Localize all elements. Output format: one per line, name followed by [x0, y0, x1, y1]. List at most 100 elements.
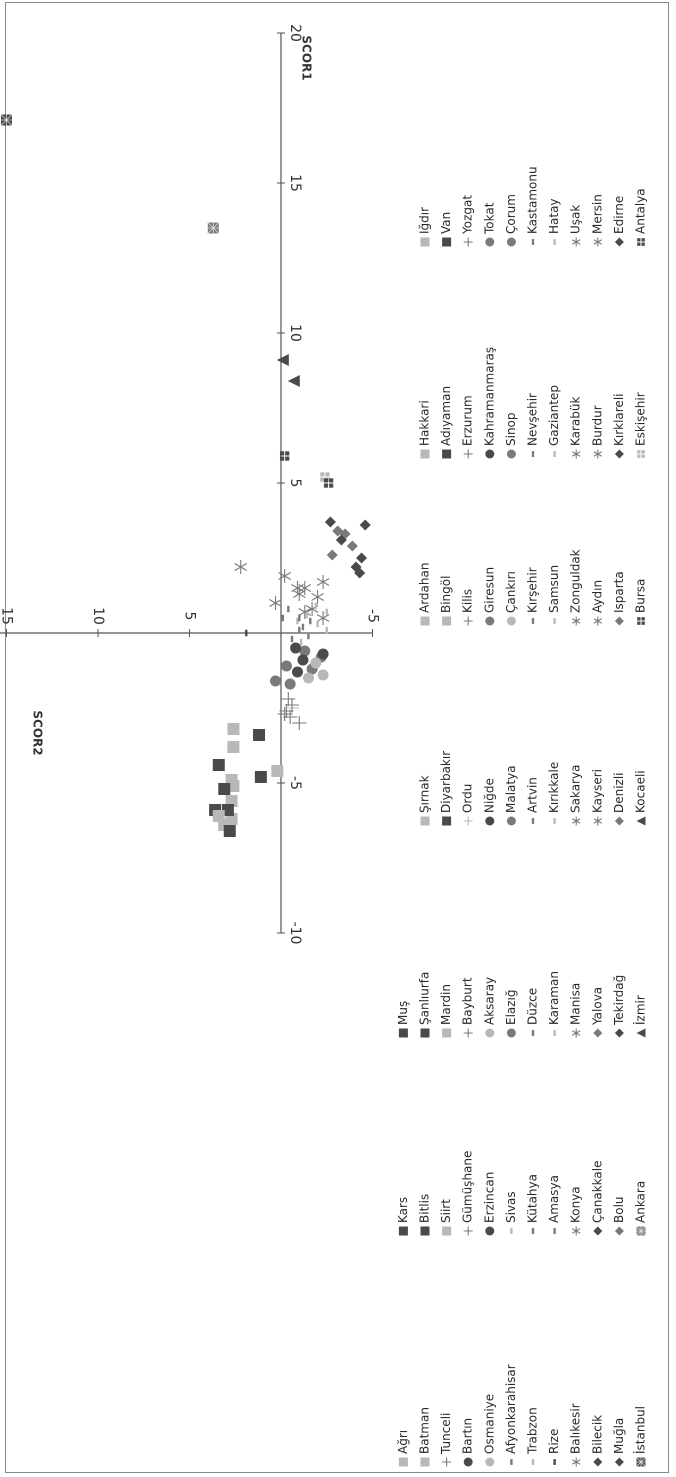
- marker-square: [221, 804, 234, 816]
- legend-label: Mersin: [590, 194, 604, 234]
- marker-dash: [531, 1228, 535, 1234]
- marker-circle: [506, 449, 516, 459]
- marker-square: [442, 237, 452, 247]
- data-point: [298, 626, 301, 634]
- marker-square: [420, 616, 430, 626]
- marker-circle: [280, 660, 292, 672]
- legend-marker: [572, 616, 581, 626]
- legend-item: Diyarbakır: [439, 751, 453, 826]
- marker-star: [593, 449, 602, 459]
- data-point: [245, 629, 248, 637]
- legend-label: Mardin: [439, 984, 453, 1025]
- marker-dash: [299, 638, 303, 646]
- legend-item: Muş: [396, 1001, 410, 1038]
- marker-quad-cell: [637, 454, 641, 458]
- legend-marker: [463, 816, 473, 826]
- marker-star: [278, 569, 292, 583]
- legend-marker: [531, 618, 535, 624]
- marker-plus: [281, 692, 296, 706]
- marker-diamond: [614, 816, 624, 826]
- marker-star: [572, 1457, 581, 1467]
- marker-diamond: [614, 237, 624, 247]
- legend-label: Bilecik: [590, 1415, 604, 1454]
- legend-item: Çankırı: [504, 571, 518, 626]
- data-point: [270, 675, 282, 687]
- marker-circle: [506, 1028, 516, 1038]
- marker-dash: [553, 1228, 556, 1234]
- marker-star: [269, 596, 282, 610]
- legend-item: Edirne: [612, 196, 626, 247]
- legend-item: Kırklareli: [612, 394, 626, 459]
- marker-dash: [287, 605, 290, 613]
- legend-label: Kırşehir: [526, 567, 540, 613]
- legend-item: Yozgat: [461, 195, 475, 247]
- marker-triangle: [276, 354, 289, 366]
- marker-quad-cell: [329, 483, 334, 488]
- legend-marker: [572, 1028, 581, 1038]
- legend-item: Iğdır: [418, 207, 432, 247]
- marker-square: [227, 741, 240, 753]
- legend-marker: [572, 1226, 581, 1236]
- marker-dash: [531, 451, 535, 457]
- marker-quad-cell: [323, 478, 329, 483]
- legend-item: Erzincan: [482, 1172, 496, 1236]
- legend-item: Bolu: [612, 1196, 626, 1236]
- legend-marker: [553, 618, 556, 624]
- marker-star: [572, 1028, 581, 1038]
- legend-marker: [531, 1228, 535, 1234]
- data-point: [317, 669, 329, 681]
- marker-dash: [531, 1030, 535, 1036]
- legend-item: Gaziantep: [547, 385, 561, 457]
- legend-marker: [637, 617, 645, 625]
- legend-label: Sivas: [504, 1191, 518, 1223]
- legend-label: Şanlıurfa: [418, 972, 432, 1025]
- data-point: [0, 114, 13, 126]
- marker-quad-cell: [637, 617, 641, 621]
- marker-square: [420, 449, 430, 459]
- legend-marker: [485, 1457, 495, 1467]
- legend-item: Kastamonu: [526, 166, 540, 245]
- marker-quad-cell: [320, 472, 325, 477]
- legend-item: İstanbul: [633, 1406, 648, 1467]
- legend-item: Şırnak: [418, 775, 432, 826]
- data-point: [269, 596, 282, 610]
- marker-star: [572, 816, 581, 826]
- marker-square: [271, 765, 284, 777]
- marker-diamond: [593, 1457, 603, 1467]
- marker-dash: [510, 1459, 513, 1465]
- marker-plus: [283, 710, 298, 724]
- legend-marker: [553, 1030, 556, 1036]
- data-point: [221, 804, 234, 816]
- legend-label: Kırıkkale: [547, 762, 561, 813]
- y-tick-label: -5: [365, 609, 381, 623]
- legend-marker: [485, 237, 495, 247]
- legend-item: Sinop: [504, 412, 518, 459]
- legend-item: Konya: [569, 1186, 583, 1236]
- legend-marker: [593, 237, 602, 247]
- data-point: [316, 575, 330, 589]
- data-point: [253, 729, 266, 741]
- marker-circle: [485, 1226, 495, 1236]
- legend-item: Zonguldak: [569, 549, 583, 626]
- legend-label: Kahramanmaraş: [482, 347, 496, 446]
- marker-square: [218, 783, 231, 795]
- marker-quad-cell: [329, 478, 334, 483]
- marker-dash: [531, 239, 535, 245]
- legend-marker: [553, 1228, 556, 1234]
- legend-label: Bursa: [634, 579, 648, 613]
- marker-plus: [463, 1028, 473, 1038]
- marker-square: [398, 1028, 408, 1038]
- legend-item: Rize: [547, 1429, 561, 1465]
- legend-marker: [593, 816, 602, 826]
- marker-quad-cell: [637, 238, 641, 242]
- marker-quad-cell: [285, 451, 290, 456]
- legend-label: Iğdır: [418, 207, 432, 234]
- legend-marker: [420, 1028, 430, 1038]
- legend-item: Burdur: [590, 405, 604, 459]
- legend-label: Aydın: [590, 580, 604, 613]
- legend-marker: [593, 1226, 603, 1236]
- legend-label: Kütahya: [526, 1174, 540, 1223]
- legend-label: Nevşehir: [526, 393, 540, 446]
- marker-diamond: [326, 549, 338, 561]
